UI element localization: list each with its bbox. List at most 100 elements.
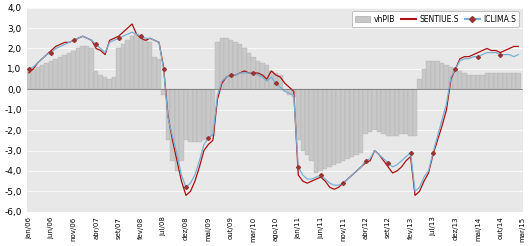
Bar [161,89,166,95]
Bar [134,34,139,89]
Bar [422,69,426,89]
Bar [206,89,211,138]
Bar [63,55,67,89]
Bar [395,89,399,136]
Bar [471,75,475,89]
Bar [45,63,49,89]
Bar [255,61,260,89]
Bar [224,38,228,89]
Bar [301,89,305,151]
Bar [139,38,143,89]
Bar [282,89,287,91]
Bar [417,79,422,89]
Bar [386,89,390,136]
Bar [112,77,117,89]
Bar [444,65,449,89]
Bar [431,61,435,89]
Bar [193,89,197,142]
Bar [493,73,498,89]
Bar [264,65,269,89]
Bar [121,44,125,89]
Bar [228,40,233,89]
Bar [99,75,103,89]
Bar [287,89,292,95]
Bar [103,77,108,89]
Bar [467,75,471,89]
Bar [54,59,58,89]
Bar [197,89,202,142]
Bar [323,89,328,169]
Bar [480,75,484,89]
Bar [26,71,31,89]
Bar [211,89,215,136]
Bar [355,89,359,154]
Bar [475,75,480,89]
Bar [152,57,157,89]
Bar [390,89,395,136]
Bar [242,48,246,89]
Bar [72,50,76,89]
Bar [233,42,237,89]
Bar [449,67,453,89]
Bar [413,89,417,136]
Bar [440,63,444,89]
Bar [125,40,130,89]
Bar [67,53,72,89]
Bar [76,48,81,89]
Bar [305,89,310,154]
Bar [426,61,431,89]
Bar [184,89,188,140]
Bar [49,61,54,89]
Bar [251,57,255,89]
Bar [332,89,337,165]
Bar [269,71,273,89]
Bar [81,46,85,89]
Bar [148,42,152,89]
Bar [170,89,175,161]
Bar [359,89,364,153]
Bar [40,65,45,89]
Bar [404,89,408,134]
Bar [58,57,63,89]
Bar [346,89,350,159]
Bar [94,71,99,89]
Bar [157,59,161,89]
Bar [296,89,301,140]
Bar [516,73,520,89]
Bar [458,71,462,89]
Bar [90,48,94,89]
Bar [278,75,282,89]
Bar [85,46,90,89]
Bar [310,89,314,161]
Legend: vhPIB, SENTIUE.S, ICLIMA.S: vhPIB, SENTIUE.S, ICLIMA.S [352,12,519,27]
Bar [328,89,332,167]
Bar [319,89,323,171]
Bar [373,89,377,130]
Bar [382,89,386,134]
Bar [188,89,193,142]
Bar [377,89,382,132]
Bar [292,89,296,97]
Bar [435,61,440,89]
Bar [408,89,413,136]
Bar [202,89,206,140]
Bar [507,73,511,89]
Bar [36,67,40,89]
Bar [260,63,264,89]
Bar [31,69,36,89]
Bar [143,40,148,89]
Bar [350,89,355,157]
Bar [368,89,373,132]
Bar [337,89,341,163]
Bar [130,36,134,89]
Bar [108,79,112,89]
Bar [462,73,467,89]
Bar [166,89,170,140]
Bar [453,69,458,89]
Bar [341,89,346,161]
Bar [219,38,224,89]
Bar [179,89,184,161]
Bar [246,53,251,89]
Bar [498,73,502,89]
Bar [484,73,489,89]
